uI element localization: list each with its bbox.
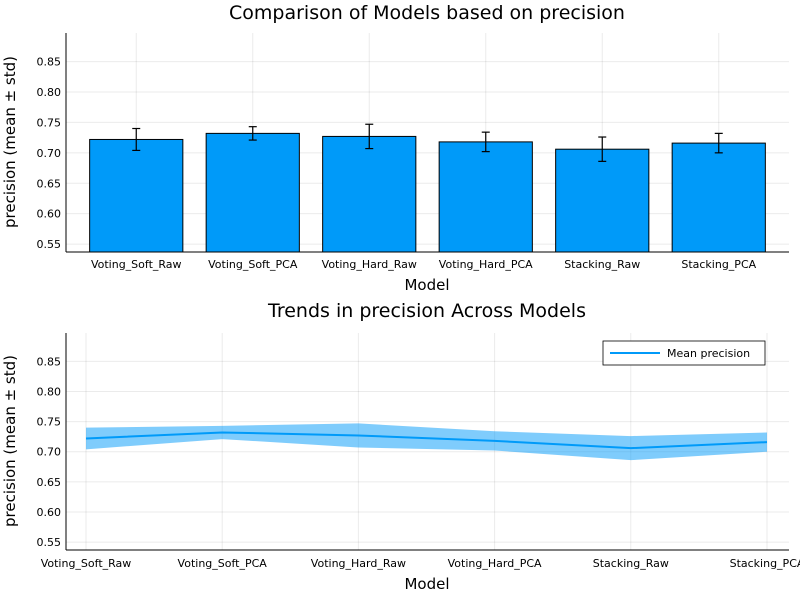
line-chart-xtick-label: Stacking_PCA bbox=[730, 557, 800, 570]
line-chart-xtick-label: Stacking_Raw bbox=[593, 557, 669, 570]
line-chart-xlabel: Model bbox=[404, 575, 449, 593]
bar-chart-xtick-label: Stacking_Raw bbox=[564, 258, 640, 271]
bar-chart-xtick-label: Stacking_PCA bbox=[681, 258, 756, 271]
line-chart-xtick-label: Voting_Soft_PCA bbox=[178, 557, 268, 570]
line-chart-ytick-label: 0.80 bbox=[37, 385, 62, 398]
bar-chart-ytick-label: 0.80 bbox=[37, 86, 62, 99]
bar-chart-ytick-label: 0.75 bbox=[37, 116, 62, 129]
line-chart-xtick-label: Voting_Hard_PCA bbox=[448, 557, 542, 570]
bar bbox=[206, 133, 299, 252]
bar-chart-ytick-label: 0.65 bbox=[37, 177, 62, 190]
std-ribbon bbox=[86, 423, 767, 460]
legend-label: Mean precision bbox=[667, 347, 750, 360]
bar bbox=[323, 136, 416, 252]
bar bbox=[90, 139, 183, 252]
bar-chart-xtick-label: Voting_Soft_PCA bbox=[208, 258, 298, 271]
bar-chart-xtick-label: Voting_Soft_Raw bbox=[91, 258, 182, 271]
line-chart-xtick-label: Voting_Hard_Raw bbox=[311, 557, 406, 570]
bar-chart-title: Comparison of Models based on precision bbox=[229, 2, 625, 24]
line-chart-ytick-label: 0.85 bbox=[37, 355, 62, 368]
bar bbox=[439, 142, 532, 252]
line-chart-panel: Trends in precision Across Models 0.55 0.… bbox=[1, 300, 800, 593]
bar-chart-ytick-label: 0.60 bbox=[37, 208, 62, 221]
bar-chart-ytick-label: 0.55 bbox=[37, 238, 62, 251]
bar-chart-ytick-label: 0.85 bbox=[37, 56, 62, 69]
line-chart-ytick-label: 0.70 bbox=[37, 446, 62, 459]
legend: Mean precision bbox=[603, 341, 765, 365]
bar-chart-xtick-label: Voting_Hard_Raw bbox=[322, 258, 417, 271]
line-chart-ytick-label: 0.60 bbox=[37, 506, 62, 519]
line-chart-xtick-label: Voting_Soft_Raw bbox=[41, 557, 132, 570]
bar-chart-xtick-label: Voting_Hard_PCA bbox=[439, 258, 533, 271]
line-chart-ytick-label: 0.55 bbox=[37, 536, 62, 549]
line-chart-ytick-label: 0.65 bbox=[37, 476, 62, 489]
bar-chart-ytick-label: 0.70 bbox=[37, 147, 62, 160]
bar-chart-panel: Comparison of Models based on precision … bbox=[1, 2, 789, 294]
bar bbox=[672, 143, 765, 252]
line-chart-ylabel: precision (mean ± std) bbox=[1, 355, 19, 527]
bar-chart-ylabel: precision (mean ± std) bbox=[1, 56, 19, 228]
bar-chart-xlabel: Model bbox=[404, 276, 449, 294]
bar bbox=[556, 149, 649, 252]
line-chart-ytick-label: 0.75 bbox=[37, 416, 62, 429]
line-chart-title: Trends in precision Across Models bbox=[267, 300, 586, 322]
